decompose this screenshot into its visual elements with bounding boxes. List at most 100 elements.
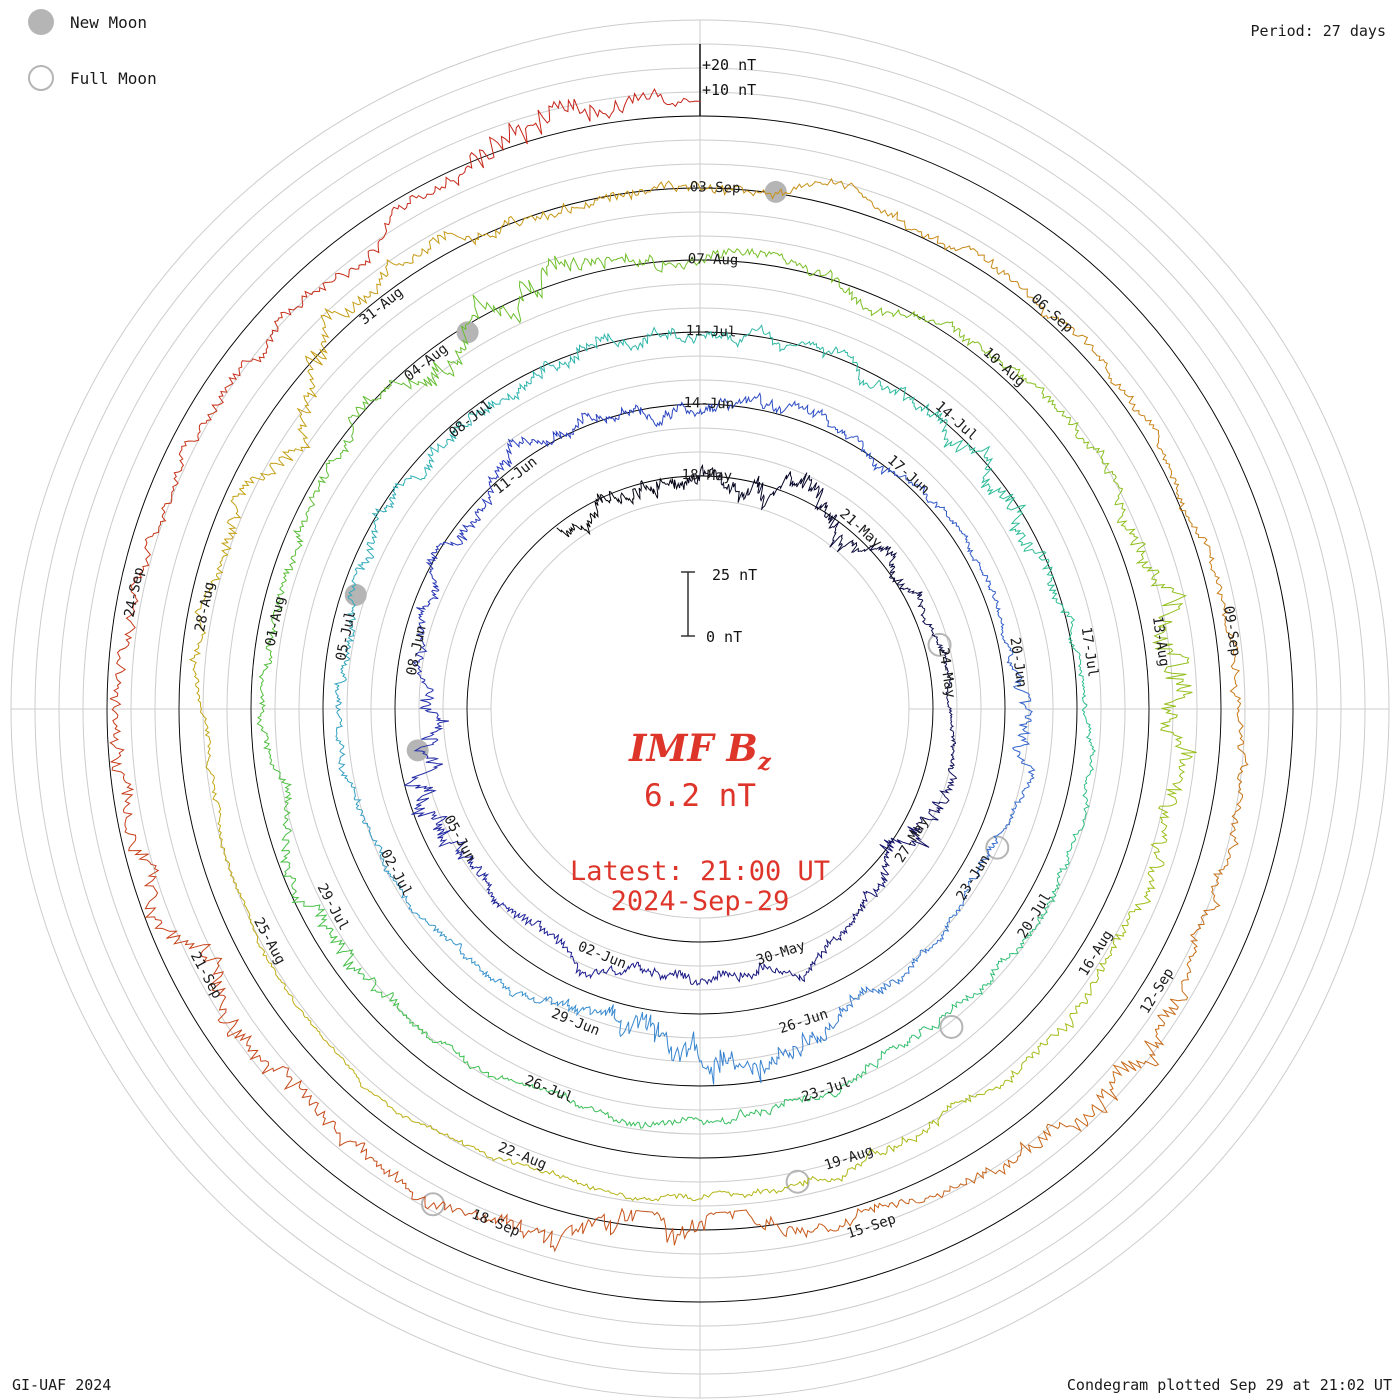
spiral-segment bbox=[432, 924, 481, 969]
spiral-segment bbox=[490, 893, 534, 926]
spiral-segment bbox=[194, 538, 232, 631]
latest-date-line: 2024-Sep-29 bbox=[610, 886, 790, 917]
spiral-segment bbox=[674, 463, 718, 491]
spiral-segment bbox=[471, 267, 543, 324]
spiral-segment bbox=[369, 230, 451, 295]
spiral-segment bbox=[1090, 344, 1152, 425]
spiral-segment bbox=[921, 619, 947, 662]
spiral-segment bbox=[623, 326, 695, 352]
chart-title-main: IMF B bbox=[629, 726, 758, 770]
spiral-segment bbox=[891, 470, 940, 509]
spiral-segment bbox=[412, 651, 435, 705]
spiral-segment bbox=[547, 1089, 620, 1124]
spiral-segment bbox=[1150, 773, 1184, 864]
date-label: 22-Aug bbox=[496, 1140, 549, 1174]
spiral-segment bbox=[335, 685, 345, 754]
spiral-segment bbox=[836, 982, 890, 1023]
date-label: 18-May bbox=[681, 467, 732, 484]
date-label: 21-Sep bbox=[187, 949, 225, 1001]
spiral-segment bbox=[939, 754, 958, 804]
spiral-segment bbox=[284, 249, 371, 316]
spiral-segment bbox=[844, 1193, 943, 1227]
spiral-segment bbox=[507, 430, 573, 448]
spiral-segment bbox=[743, 1209, 846, 1239]
spiral-segment bbox=[943, 431, 994, 489]
spiral-segment bbox=[764, 1167, 853, 1194]
spiral-segment bbox=[1116, 519, 1177, 594]
spiral-segment bbox=[122, 806, 160, 913]
spiral-segment bbox=[472, 1065, 549, 1093]
spiral-segment bbox=[218, 311, 285, 397]
full-moon-marker bbox=[927, 632, 952, 657]
spiral-segment bbox=[533, 920, 574, 959]
spiral-segment bbox=[403, 755, 443, 815]
spiral-segment bbox=[1170, 906, 1217, 1002]
spiral-segment bbox=[1210, 807, 1242, 908]
date-label: 28-Aug bbox=[192, 580, 218, 633]
spiral-segment bbox=[304, 291, 371, 370]
spiral-segment bbox=[1007, 1015, 1074, 1083]
latest-value: 6.2 nT bbox=[644, 778, 756, 814]
scale-0nt-label: 0 nT bbox=[706, 628, 742, 646]
spiral-segment bbox=[411, 1120, 498, 1162]
spiral-segment bbox=[370, 176, 454, 254]
legend-new-moon-row: New Moon bbox=[28, 8, 157, 36]
date-label: 13-Aug bbox=[1149, 615, 1172, 667]
spiral-segment bbox=[840, 181, 929, 239]
spiral-segment bbox=[479, 968, 535, 1002]
spiral-segment bbox=[641, 180, 740, 196]
date-label: 20-Jun bbox=[1006, 636, 1029, 688]
chart-title: IMF Bz bbox=[0, 726, 1400, 775]
spiral-segment bbox=[425, 542, 445, 600]
spiral-segment bbox=[1152, 592, 1190, 685]
spiral-segment bbox=[993, 784, 1030, 840]
spiral-segment bbox=[366, 489, 397, 558]
spiral-segment bbox=[298, 900, 355, 970]
spiral-segment bbox=[583, 1183, 675, 1202]
spiral-segment bbox=[1083, 440, 1126, 521]
date-label: 09-Sep bbox=[1220, 605, 1243, 657]
spiral-segment bbox=[650, 1209, 744, 1246]
spiral-segment bbox=[855, 874, 888, 917]
spiral-segment bbox=[1009, 662, 1033, 723]
spiral-segment bbox=[624, 404, 681, 428]
spiral-segment bbox=[188, 629, 207, 724]
spiral-segment bbox=[844, 1043, 909, 1086]
date-label: 15-Sep bbox=[845, 1211, 898, 1242]
spiral-segment bbox=[1014, 281, 1091, 346]
date-label: 02-Jun bbox=[576, 939, 629, 973]
spiral-segment bbox=[499, 360, 560, 402]
date-label: 26-Jul bbox=[522, 1073, 575, 1107]
spiral-segment bbox=[1149, 424, 1187, 516]
date-label: 04-Aug bbox=[402, 341, 452, 385]
spiral-segment bbox=[1011, 722, 1036, 786]
spiral-segment bbox=[629, 250, 714, 273]
spiral-segment bbox=[548, 189, 643, 218]
spiral-segment bbox=[413, 703, 449, 756]
spiral-segment bbox=[757, 471, 811, 511]
date-label: 21-May bbox=[836, 506, 884, 552]
date-label: 24-Sep bbox=[122, 566, 148, 619]
spiral-segment bbox=[417, 318, 473, 387]
full-moon-marker bbox=[985, 835, 1010, 860]
date-label: 14-Jul bbox=[932, 398, 980, 444]
full-moon-icon bbox=[28, 65, 54, 91]
spiral-segment bbox=[868, 307, 955, 328]
spiral-segment bbox=[1113, 862, 1165, 940]
spiral-segment bbox=[1082, 743, 1096, 818]
spiral-segment bbox=[283, 984, 343, 1059]
spiral-segment bbox=[831, 346, 891, 394]
spiral-segment bbox=[360, 1142, 446, 1211]
spiral-segment bbox=[109, 698, 135, 808]
date-label: 16-Aug bbox=[1076, 928, 1116, 979]
date-label: 24-May bbox=[935, 647, 958, 699]
spiral-segment bbox=[443, 504, 487, 547]
credit-label: GI-UAF 2024 bbox=[12, 1376, 112, 1394]
spiral-segment bbox=[697, 1107, 774, 1126]
spiral-segment bbox=[995, 606, 1014, 664]
spiral-segment bbox=[712, 247, 798, 266]
spiral-segment bbox=[934, 890, 968, 945]
spiral-segment bbox=[265, 581, 285, 662]
date-label: 07-Aug bbox=[688, 251, 739, 268]
